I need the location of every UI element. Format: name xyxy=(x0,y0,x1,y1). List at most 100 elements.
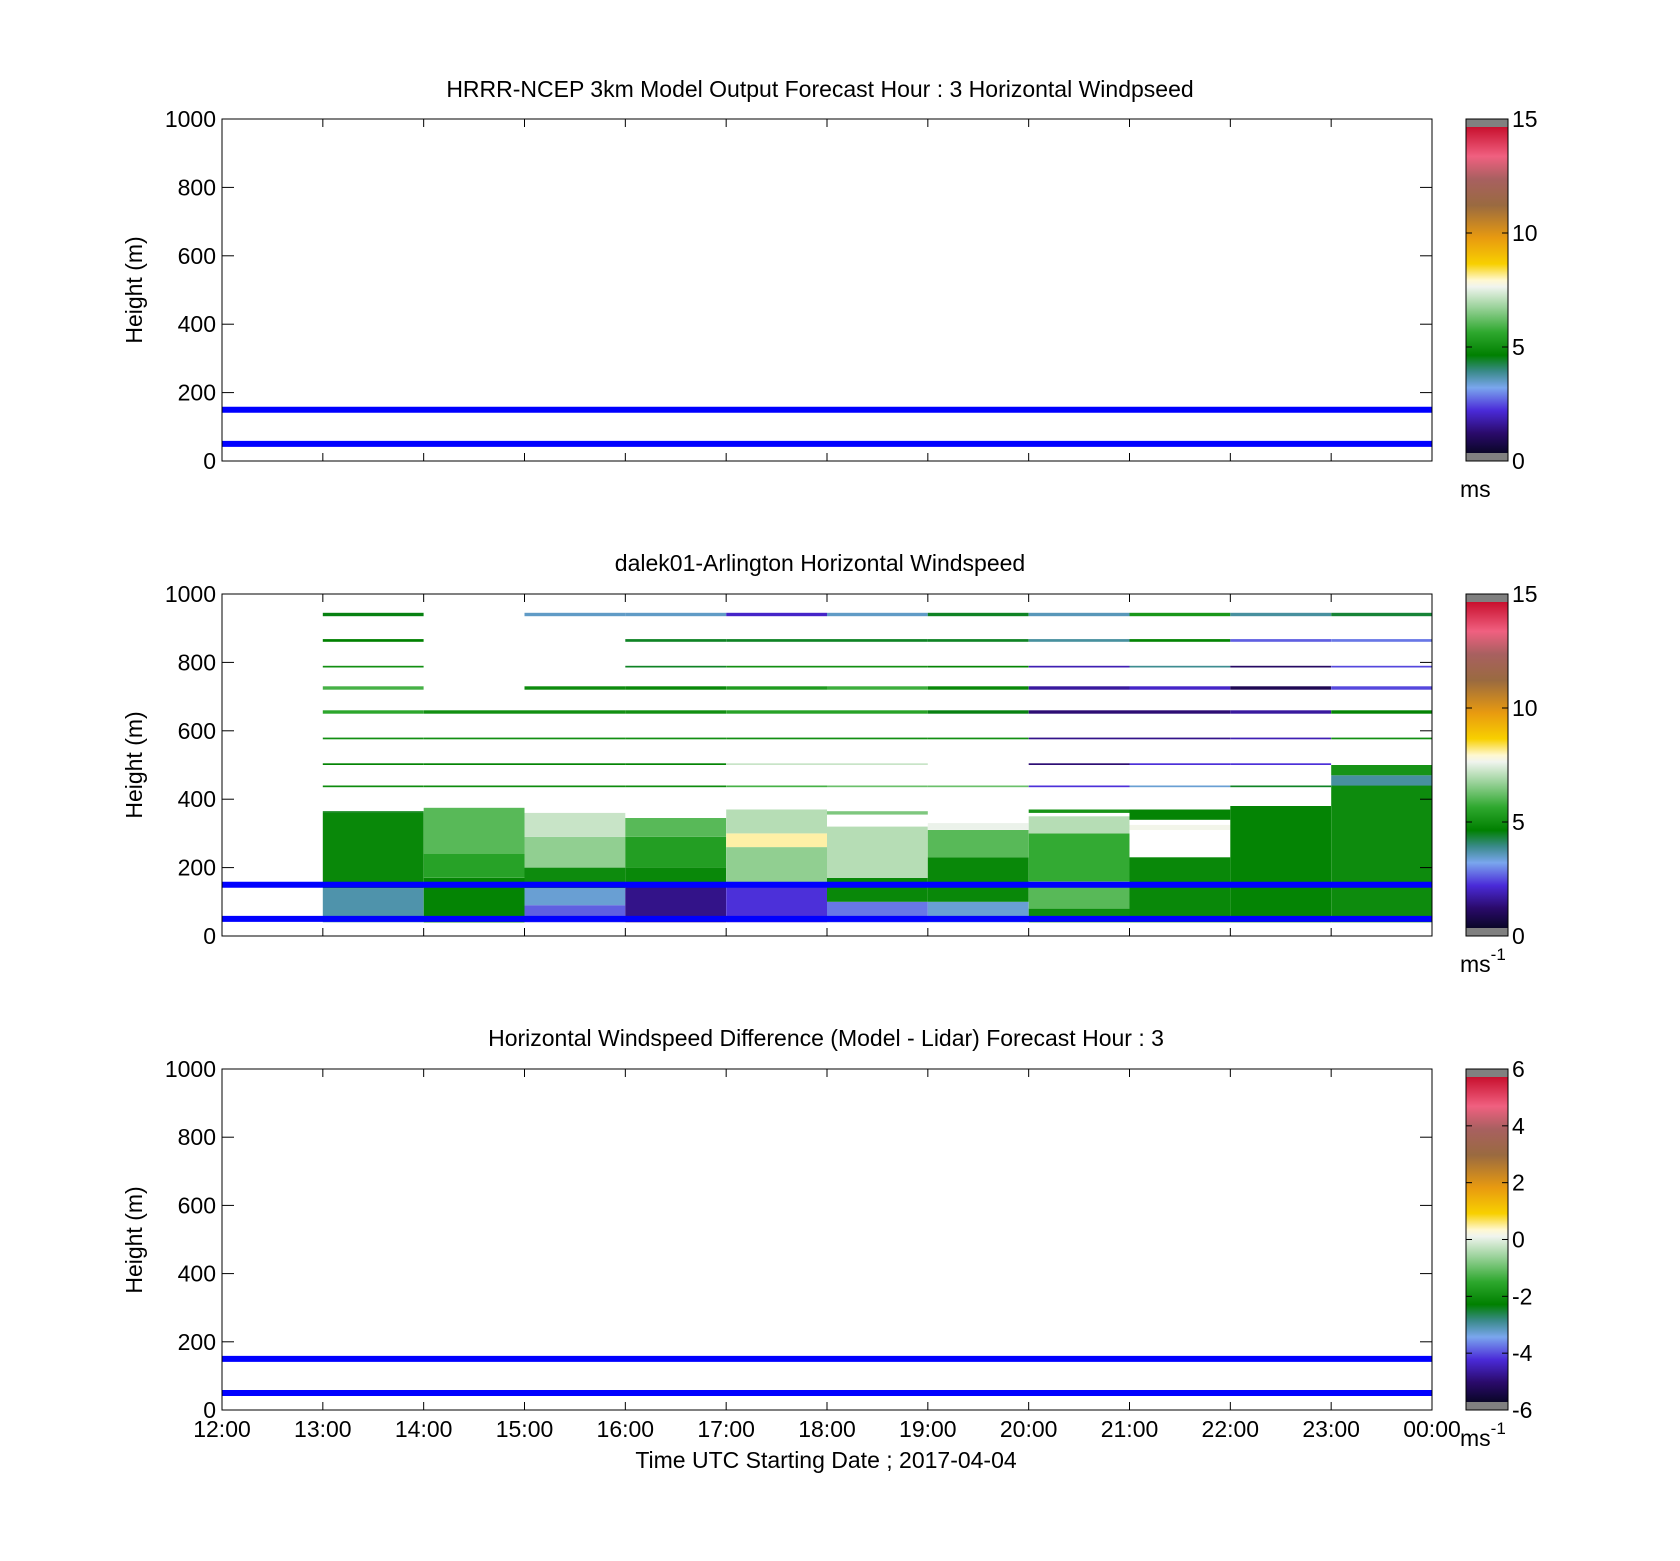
colorbar-tick-label: -6 xyxy=(1512,1397,1532,1423)
colorbar-unit-exponent: -1 xyxy=(1491,945,1506,964)
heatmap-cell xyxy=(322,785,424,788)
heatmap-cell xyxy=(1129,665,1231,668)
heatmap-cell xyxy=(1331,710,1432,714)
heatmap-cell xyxy=(1230,737,1332,740)
colorbar-tick-label: 15 xyxy=(1512,581,1538,607)
heatmap-cell xyxy=(827,737,928,740)
heatmap-cell xyxy=(625,785,727,788)
x-tick-label: 18:00 xyxy=(798,1416,856,1442)
y-axis-label: Height (m) xyxy=(121,236,147,343)
heatmap-cell xyxy=(322,812,424,889)
heatmap-cell xyxy=(1331,612,1432,617)
colorbar-overflow-cap xyxy=(1466,1069,1508,1077)
y-tick-label: 400 xyxy=(178,311,216,337)
x-tick-label: 00:00 xyxy=(1403,1416,1461,1442)
heatmap-cell xyxy=(322,686,424,690)
heatmap-cell xyxy=(827,811,928,815)
heatmap-cell xyxy=(1129,857,1231,923)
heatmap-cell xyxy=(1129,824,1231,830)
x-tick-labels: 12:00 13:00 14:00 15:00 16:00 17:00 18:00 19:00… xyxy=(193,1416,1461,1442)
heatmap-cell xyxy=(1129,763,1231,765)
y-tick-label: 0 xyxy=(203,923,216,949)
heatmap-cell xyxy=(625,818,727,837)
colorbar-tick-label: 6 xyxy=(1512,1056,1525,1082)
heatmap-cell xyxy=(1230,763,1332,765)
colorbar-tick-label: 0 xyxy=(1512,923,1525,949)
heatmap-cell xyxy=(625,665,727,668)
heatmap-cell xyxy=(726,847,827,885)
heatmap-cell xyxy=(322,639,424,642)
plot-area: 0 200 400 600 800 1000 xyxy=(165,581,1433,949)
heatmap-cell xyxy=(524,836,626,868)
colorbar-tick-label: 5 xyxy=(1512,809,1525,835)
heatmap-cell xyxy=(1028,612,1130,617)
heatmap-cell xyxy=(1331,775,1432,786)
colorbar-unit: ms xyxy=(1460,476,1491,502)
y-tick-label: 600 xyxy=(178,1192,216,1218)
heatmap-cell xyxy=(726,737,827,740)
heatmap-cell xyxy=(1331,686,1432,690)
heatmap-cell xyxy=(1129,785,1231,788)
y-tick-label: 800 xyxy=(178,1124,216,1150)
heatmap-cell xyxy=(1230,686,1332,690)
colorbar-tick-label: 10 xyxy=(1512,695,1538,721)
heatmap-cell xyxy=(1129,612,1231,617)
heatmap-cell xyxy=(726,785,827,788)
heatmap-cell xyxy=(927,857,1029,902)
heatmap-cell xyxy=(1129,809,1231,820)
heatmap-cell xyxy=(625,867,727,885)
heatmap-cell xyxy=(1331,639,1432,642)
heatmap-cell xyxy=(726,809,827,834)
heatmap-cell xyxy=(726,612,827,617)
heatmap-cell xyxy=(827,826,928,878)
heatmap-cell xyxy=(322,665,424,668)
colorbar-tick-label: -4 xyxy=(1512,1340,1533,1366)
colorbar-tick-label: 0 xyxy=(1512,1227,1525,1253)
heatmap-cell xyxy=(524,812,626,837)
plot-background xyxy=(222,1069,1432,1410)
heatmap-cell xyxy=(1028,763,1130,765)
heatmap-cell xyxy=(524,763,626,765)
heatmap-cell xyxy=(827,710,928,714)
x-tick-label: 13:00 xyxy=(294,1416,352,1442)
heatmap-cell xyxy=(1230,612,1332,617)
heatmap-cell xyxy=(1331,737,1432,740)
x-tick-label: 14:00 xyxy=(395,1416,453,1442)
x-tick-label: 22:00 xyxy=(1202,1416,1260,1442)
heatmap-cell xyxy=(1230,639,1332,642)
heatmap-cell xyxy=(827,686,928,690)
heatmap-cell xyxy=(1028,785,1130,788)
heatmap-cell xyxy=(423,737,525,740)
colorbar-tick-label: 15 xyxy=(1512,106,1538,132)
colorbar-tick-label: 10 xyxy=(1512,220,1538,246)
heatmap-cell xyxy=(1028,686,1130,690)
plot-area: 0 200 400 600 800 1000 xyxy=(165,1056,1433,1423)
heatmap-cell xyxy=(726,686,827,690)
colorbar-tick-label: 2 xyxy=(1512,1170,1525,1196)
heatmap-cell xyxy=(625,737,727,740)
colorbar-tick-label: 5 xyxy=(1512,334,1525,360)
heatmap-cell xyxy=(726,833,827,848)
heatmap-cell xyxy=(1230,785,1332,788)
heatmap-cell xyxy=(927,785,1029,788)
colorbar-unit-exponent: -1 xyxy=(1491,1419,1506,1438)
y-tick-label: 400 xyxy=(178,786,216,812)
model-output-panel: HRRR-NCEP 3km Model Output Forecast Hour… xyxy=(121,76,1538,502)
heatmap-cell xyxy=(625,836,727,868)
y-tick-label: 800 xyxy=(178,174,216,200)
heatmap-cell xyxy=(524,710,626,714)
heatmap-cell xyxy=(625,763,727,765)
heatmap-cell xyxy=(927,830,1029,858)
y-tick-label: 400 xyxy=(178,1261,216,1287)
colorbar-underflow-cap xyxy=(1466,1402,1508,1410)
plot-background xyxy=(222,119,1432,461)
heatmap-cell xyxy=(927,686,1029,690)
y-axis-label: Height (m) xyxy=(121,1186,147,1293)
heatmap-cell xyxy=(423,807,525,854)
heatmap-cell xyxy=(1028,737,1130,740)
heatmap-cell xyxy=(827,877,928,902)
y-tick-label: 0 xyxy=(203,1397,216,1423)
heatmap-cell xyxy=(423,763,525,765)
heatmap-cell xyxy=(1028,833,1130,882)
